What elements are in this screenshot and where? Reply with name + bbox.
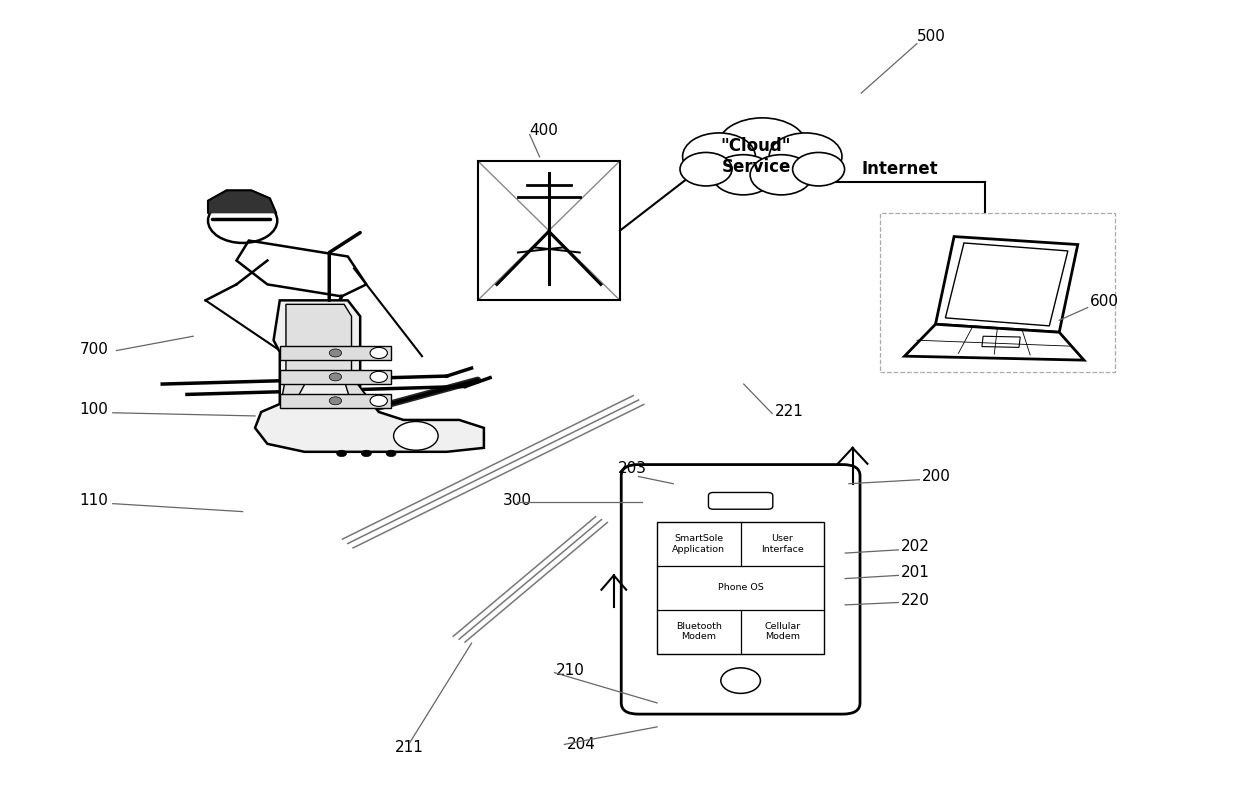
Text: 600: 600 — [1090, 294, 1120, 309]
Circle shape — [386, 450, 396, 457]
Text: 110: 110 — [79, 494, 108, 508]
Text: 200: 200 — [921, 470, 951, 484]
Circle shape — [680, 153, 732, 186]
Circle shape — [330, 349, 342, 357]
Text: 203: 203 — [618, 462, 646, 476]
Polygon shape — [208, 190, 277, 213]
Text: 221: 221 — [775, 404, 804, 419]
Text: 400: 400 — [529, 123, 558, 138]
Text: User
Interface: User Interface — [761, 534, 804, 554]
Text: 700: 700 — [79, 342, 108, 357]
Circle shape — [361, 450, 371, 457]
Text: 220: 220 — [900, 593, 930, 608]
Text: 204: 204 — [567, 737, 595, 752]
Circle shape — [717, 118, 807, 176]
Bar — [280, 394, 391, 408]
Circle shape — [370, 395, 387, 406]
Bar — [657, 522, 825, 654]
Polygon shape — [904, 324, 1084, 360]
Circle shape — [769, 133, 842, 180]
Text: 300: 300 — [502, 494, 532, 508]
Text: 100: 100 — [79, 402, 108, 418]
Text: Phone OS: Phone OS — [718, 583, 764, 592]
Text: "Cloud"
Service: "Cloud" Service — [720, 138, 791, 176]
Text: 201: 201 — [900, 565, 930, 580]
Circle shape — [682, 133, 755, 180]
Circle shape — [330, 373, 342, 381]
Text: Cellular
Modem: Cellular Modem — [764, 622, 801, 642]
Circle shape — [792, 153, 844, 186]
Text: 211: 211 — [394, 740, 424, 755]
Text: Internet: Internet — [862, 160, 939, 178]
Text: 210: 210 — [556, 663, 584, 678]
Text: 202: 202 — [900, 539, 930, 554]
Bar — [280, 346, 391, 360]
Circle shape — [370, 347, 387, 358]
Bar — [280, 370, 391, 384]
Circle shape — [712, 154, 775, 195]
Polygon shape — [255, 300, 484, 452]
Text: Bluetooth
Modem: Bluetooth Modem — [676, 622, 722, 642]
Text: SmartSole
Application: SmartSole Application — [672, 534, 725, 554]
Circle shape — [370, 371, 387, 382]
Text: 500: 500 — [916, 30, 946, 44]
Circle shape — [337, 450, 346, 457]
Polygon shape — [283, 304, 384, 404]
Circle shape — [330, 397, 342, 405]
Circle shape — [750, 154, 812, 195]
Polygon shape — [935, 237, 1078, 332]
FancyBboxPatch shape — [621, 465, 861, 714]
Circle shape — [393, 422, 438, 450]
